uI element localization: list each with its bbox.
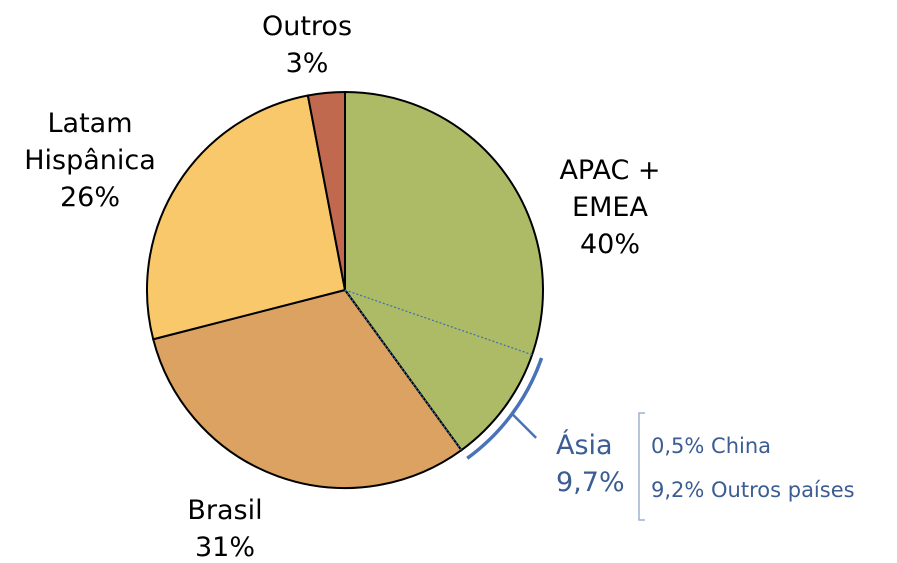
pie-slice (146, 94, 347, 341)
slice-label: APAC + EMEA (559, 155, 661, 223)
breakdown-item: 0,5% China (651, 434, 772, 458)
sub-divider (344, 289, 462, 451)
bracket (638, 412, 645, 521)
slice-label: Outros (261, 11, 353, 42)
slice-label: Brasil (187, 495, 263, 526)
slice-label: Latam Hispânica (24, 108, 156, 176)
pie-slice (152, 288, 463, 489)
annotation-value: 9,7% (556, 467, 625, 498)
slice-value-label: 31% (194, 532, 256, 563)
breakdown-item: 9,2% Outros países (651, 478, 855, 502)
slice-value-label: 40% (579, 229, 641, 260)
slice-value-label: 26% (59, 182, 121, 213)
pie-slice (306, 90, 346, 291)
sub-leader (511, 412, 537, 439)
sub-divider (344, 289, 533, 356)
annotation-label: Ásia (556, 430, 613, 461)
slice-value-label: 3% (285, 48, 329, 79)
sub-arc (466, 357, 544, 460)
pie-slice (344, 90, 544, 452)
